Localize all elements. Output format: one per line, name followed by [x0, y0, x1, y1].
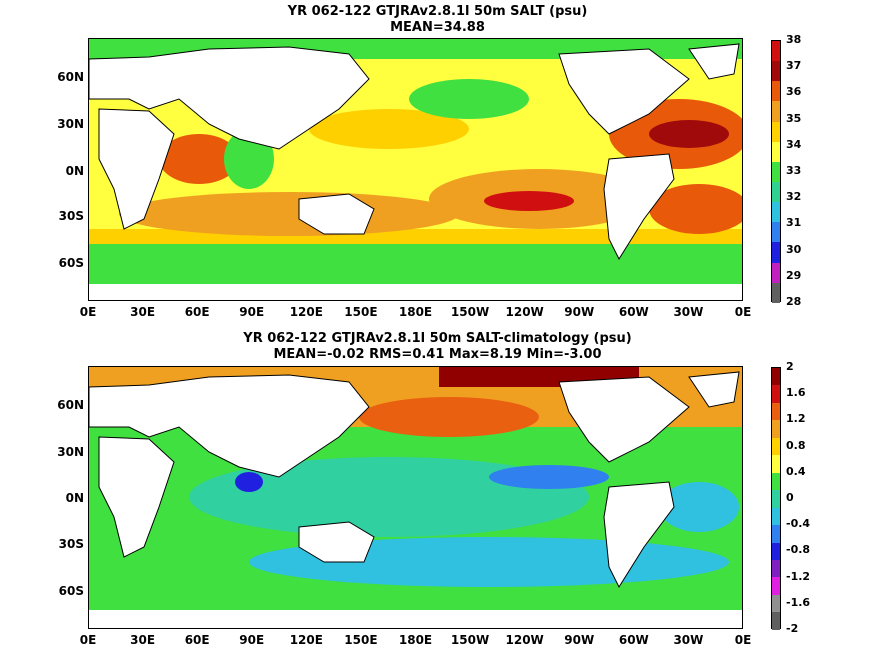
- colorbar-label: -0.8: [786, 543, 811, 557]
- colorbar-label: 30: [786, 242, 802, 256]
- colorbar-label: 1.6: [786, 386, 806, 400]
- colorbar-swatch: [772, 121, 780, 142]
- lat-label: 30S: [58, 537, 84, 551]
- colorbar-swatch: [772, 507, 780, 526]
- lon-label: 60W: [618, 305, 649, 319]
- colorbar-swatch: [772, 472, 780, 491]
- lon-label: 0E: [734, 305, 752, 319]
- colorbar-swatch: [772, 594, 780, 613]
- colorbar-swatch: [772, 61, 780, 82]
- lon-label: 30E: [130, 305, 156, 319]
- colorbar-label: 38: [786, 33, 802, 46]
- colorbar-label: -0.4: [786, 517, 811, 531]
- colorbar-swatch: [772, 161, 780, 182]
- lon-label: 60E: [184, 633, 210, 647]
- lon-label: 0E: [79, 633, 97, 647]
- colorbar-label: 2: [786, 360, 794, 373]
- lon-label: 180E: [398, 305, 433, 319]
- lat-label: 60S: [58, 584, 84, 598]
- colorbar-swatch: [772, 612, 780, 630]
- lon-label: 90E: [239, 305, 265, 319]
- colorbar-label: 31: [786, 216, 802, 230]
- colorbar-label: 0: [786, 491, 794, 504]
- panel2-title: YR 062-122 GTJRAv2.8.1l 50m SALT-climato…: [243, 331, 632, 346]
- lat-label: 60N: [57, 398, 84, 412]
- colorbar-label: 36: [786, 85, 802, 99]
- lat-label: 30S: [58, 209, 84, 223]
- colorbar-swatch: [772, 222, 780, 243]
- lat-label: 30N: [57, 117, 84, 131]
- colorbar-swatch: [772, 525, 780, 543]
- lon-label: 30E: [130, 633, 156, 647]
- colorbar-swatch: [772, 282, 780, 303]
- lon-label: 0E: [79, 305, 97, 319]
- lon-label: 90W: [564, 305, 595, 319]
- colorbar-label: 37: [786, 59, 802, 73]
- lon-label: 150W: [450, 633, 490, 647]
- lon-label: 150W: [450, 305, 490, 319]
- colorbar-swatch: [772, 437, 780, 456]
- panel1-subtitle: MEAN=34.88: [390, 20, 485, 35]
- colorbar-label: 33: [786, 164, 802, 177]
- lon-label: 120W: [505, 305, 544, 319]
- colorbar: [771, 40, 781, 303]
- panel2-subtitle: MEAN=-0.02 RMS=0.41 Max=8.19 Min=-3.00: [273, 347, 602, 362]
- lon-label: 0E: [734, 633, 752, 647]
- lat-label: 60N: [57, 70, 84, 84]
- lon-label: 60W: [618, 633, 649, 647]
- colorbar-swatch: [772, 81, 780, 102]
- colorbar-swatch: [772, 455, 780, 473]
- colorbar-swatch: [772, 490, 780, 508]
- colorbar-swatch: [772, 542, 780, 560]
- salinity-map: [88, 38, 743, 301]
- colorbar-swatch: [772, 402, 780, 421]
- colorbar-swatch: [772, 420, 780, 438]
- lon-label: 60E: [184, 305, 210, 319]
- colorbar-label: 35: [786, 111, 802, 125]
- lon-label: 150E: [344, 305, 378, 319]
- colorbar-label: 1.2: [786, 412, 806, 426]
- lon-label: 90E: [239, 633, 265, 647]
- lon-label: 150E: [344, 633, 378, 647]
- lat-label: 60S: [58, 256, 84, 270]
- lon-label: 120E: [289, 633, 323, 647]
- colorbar: [771, 367, 781, 630]
- lat-label: 0N: [65, 491, 84, 505]
- colorbar-swatch: [772, 262, 780, 283]
- colorbar-swatch: [772, 385, 780, 403]
- colorbar-swatch: [772, 41, 780, 62]
- lon-label: 30W: [673, 305, 704, 319]
- lon-label: 30W: [673, 633, 704, 647]
- colorbar-label: -2: [786, 622, 799, 635]
- salinity-anomaly-map: [88, 366, 743, 629]
- colorbar-label: 29: [786, 268, 802, 282]
- lon-label: 180E: [398, 633, 433, 647]
- lat-label: 30N: [57, 445, 84, 459]
- colorbar-swatch: [772, 242, 780, 263]
- lat-label: 0N: [65, 164, 84, 178]
- colorbar-swatch: [772, 181, 780, 203]
- colorbar-swatch: [772, 101, 780, 122]
- colorbar-swatch: [772, 577, 780, 595]
- panel1-title: YR 062-122 GTJRAv2.8.1l 50m SALT (psu): [287, 4, 588, 19]
- colorbar-label: 0.8: [786, 438, 806, 452]
- colorbar-label: 28: [786, 295, 802, 308]
- colorbar-swatch: [772, 202, 780, 223]
- colorbar-label: -1.6: [786, 595, 811, 609]
- colorbar-swatch: [772, 141, 780, 162]
- lon-label: 90W: [564, 633, 595, 647]
- colorbar-label: 0.4: [786, 464, 806, 478]
- colorbar-swatch: [772, 559, 780, 578]
- colorbar-label: -1.2: [786, 569, 811, 583]
- lon-label: 120E: [289, 305, 323, 319]
- colorbar-swatch: [772, 368, 780, 386]
- lon-label: 120W: [505, 633, 544, 647]
- colorbar-label: 34: [786, 137, 802, 151]
- colorbar-label: 32: [786, 190, 802, 204]
